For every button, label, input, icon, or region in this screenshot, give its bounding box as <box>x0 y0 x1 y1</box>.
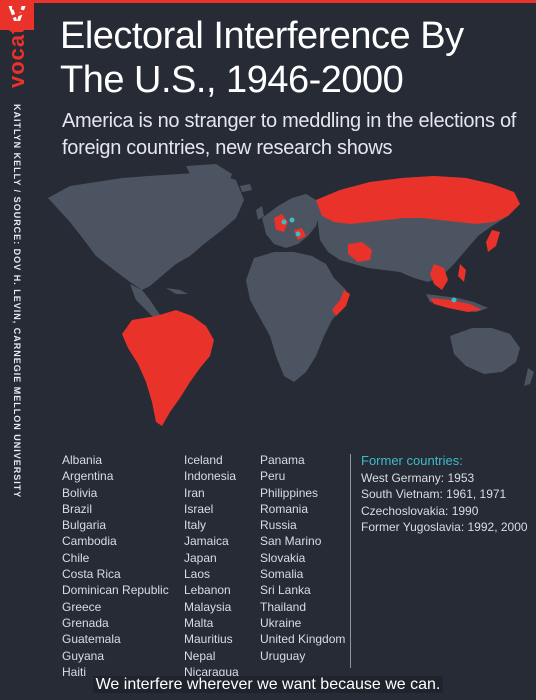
country-list-item: Chile <box>62 550 90 565</box>
country-list-item: Romania <box>260 501 309 516</box>
south-america-highlight <box>122 310 214 426</box>
country-list-item: Jamaica <box>184 534 229 549</box>
country-list-item: Peru <box>260 469 286 484</box>
country-list-item: Albania <box>62 453 103 467</box>
country-list-item: Dominican Republic <box>62 583 169 598</box>
page-title: Electoral Interference By The U.S., 1946… <box>60 15 464 101</box>
indonesia-highlight <box>430 298 482 312</box>
africa <box>246 252 346 382</box>
australia <box>450 328 520 374</box>
new-zealand <box>524 368 534 386</box>
country-list-item: Argentina <box>62 469 114 484</box>
country-list-item: Greece <box>62 599 102 614</box>
page-subtitle: America is no stranger to meddling in th… <box>62 110 517 159</box>
country-list-item: Ukraine <box>260 615 302 630</box>
brand-name: vocativ <box>4 5 29 88</box>
greenland <box>186 164 232 200</box>
country-list-item: Costa Rica <box>62 567 121 582</box>
country-list-item: Uruguay <box>260 648 306 663</box>
country-list-item: Guatemala <box>62 632 121 647</box>
former-markers <box>281 217 457 303</box>
former-countries: Former countries: West Germany: 1953 Sou… <box>361 452 528 535</box>
country-list-item: Brazil <box>62 501 93 516</box>
uk-iceland <box>240 184 264 220</box>
former-countries-heading: Former countries: <box>361 453 463 468</box>
marker-yugoslavia <box>295 231 301 237</box>
world-map-svg <box>48 164 534 426</box>
vocativ-logo: V <box>0 0 34 30</box>
country-list-item: Iran <box>184 485 205 500</box>
source-credit: KAITLYN KELLY / SOURCE: DOV H. LEVIN, CA… <box>12 104 22 499</box>
country-list-item: Japan <box>184 550 217 565</box>
world-map <box>30 160 536 450</box>
country-list-item: Mauritius <box>184 632 233 647</box>
country-list-item: Sri Lanka <box>260 583 311 598</box>
japan-highlight <box>486 230 500 252</box>
caribbean-islands <box>166 288 188 294</box>
country-list-item: Haiti <box>62 664 87 679</box>
country-list-item: Israel <box>184 501 214 516</box>
country-list-item: San Marino <box>260 534 322 549</box>
country-list-item: Bulgaria <box>62 518 107 533</box>
iran-highlight <box>348 242 372 262</box>
country-list-item: Malta <box>184 615 214 630</box>
philippines-highlight <box>458 264 466 282</box>
country-list-item: Grenada <box>62 615 109 630</box>
southeast-asia-highlight <box>430 264 448 290</box>
country-list-item: Cambodia <box>62 534 117 549</box>
country-list-item: Russia <box>260 518 297 533</box>
former-country-item: South Vietnam: 1961, 1971 <box>361 487 507 502</box>
country-list-item: Iceland <box>184 453 223 467</box>
country-list-column-3: Panama Peru Philippines Romania Russia San Ma… <box>260 452 345 664</box>
north-america <box>48 172 244 290</box>
country-list-item: Italy <box>184 518 207 533</box>
country-list-item: Slovakia <box>260 550 306 565</box>
country-list-item: Malaysia <box>184 599 232 614</box>
former-country-item: Former Yugoslavia: 1992, 2000 <box>361 519 528 534</box>
marker-czechoslovakia <box>289 217 295 223</box>
country-list-item: Somalia <box>260 567 304 582</box>
former-country-item: Czechoslovakia: 1990 <box>361 503 479 518</box>
interference-layer <box>122 176 520 426</box>
country-list-item: Philippines <box>260 485 319 500</box>
country-list-item: Indonesia <box>184 469 237 484</box>
country-list-column-2: Iceland Indonesia Iran Israel Italy Jamaica Ja… <box>184 452 239 680</box>
caption-text: We interfere wherever we want because we… <box>92 676 444 693</box>
country-list-item: Panama <box>260 453 305 467</box>
country-list-item: Nepal <box>184 648 216 663</box>
marker-west-germany <box>281 219 287 225</box>
central-america <box>130 284 164 320</box>
country-list-item: Lebanon <box>184 583 231 598</box>
russia-highlight <box>316 176 520 224</box>
somalia-highlight <box>332 290 350 316</box>
country-list-column-1: Albania Argentina Bolivia Brazil Bulgaria Cam… <box>62 452 169 680</box>
top-stripe <box>0 0 536 3</box>
country-list-item: Guyana <box>62 648 105 663</box>
country-list-item: Nicaragua <box>184 664 239 679</box>
country-list-item: Thailand <box>260 599 307 614</box>
former-country-item: West Germany: 1953 <box>361 471 475 485</box>
country-list-item: Laos <box>184 567 211 582</box>
country-list-item: Bolivia <box>62 485 98 500</box>
country-list-item: United Kingdom <box>260 632 346 647</box>
marker-south-vietnam <box>451 297 457 303</box>
video-caption: We interfere wherever we want because we… <box>0 674 536 696</box>
list-divider <box>350 454 351 668</box>
